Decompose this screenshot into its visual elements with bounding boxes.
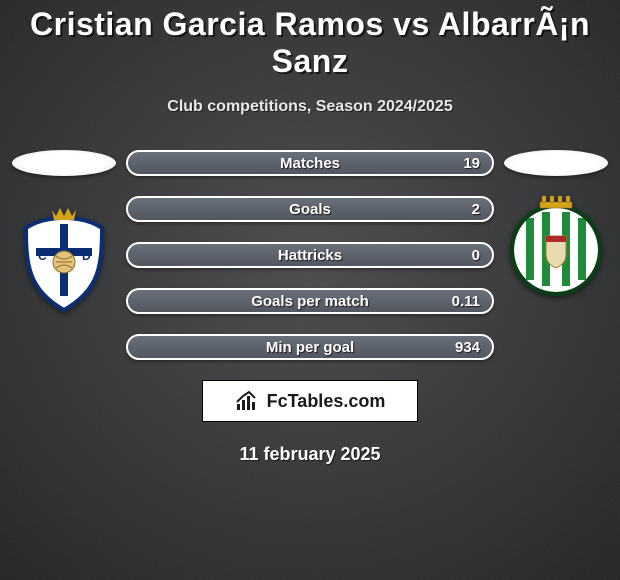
- stat-bar-matches: Matches 19: [126, 150, 494, 176]
- stat-bar-hattricks: Hattricks 0: [126, 242, 494, 268]
- stat-label: Goals per match: [251, 293, 369, 310]
- stats-column: Matches 19 Goals 2 Hattricks 0 Goals per…: [124, 150, 496, 360]
- left-column: C T D: [4, 150, 124, 314]
- left-club-crest: C T D: [14, 204, 114, 314]
- stat-value: 2: [472, 201, 480, 218]
- right-player-oval: [504, 150, 608, 176]
- right-stripe-icon: [578, 218, 586, 280]
- subtitle: Club competitions, Season 2024/2025: [0, 98, 620, 116]
- stat-label: Matches: [280, 155, 340, 172]
- page-title: Cristian Garcia Ramos vs AlbarrÃ¡n Sanz: [0, 0, 620, 80]
- right-club-crest: [506, 190, 606, 300]
- left-crown-icon: [52, 208, 76, 220]
- main-row: C T D Matches 19 Goals 2 Hattricks 0 Goa…: [0, 150, 620, 360]
- right-column: [496, 150, 616, 300]
- right-inner-shield-bar-icon: [546, 236, 566, 242]
- left-letter-t: T: [60, 229, 68, 243]
- stat-bar-goals: Goals 2: [126, 196, 494, 222]
- brand-box[interactable]: FcTables.com: [202, 380, 418, 422]
- brand-text: FcTables.com: [267, 391, 386, 412]
- left-player-oval: [12, 150, 116, 176]
- stat-value: 19: [463, 155, 480, 172]
- stat-bar-goals-per-match: Goals per match 0.11: [126, 288, 494, 314]
- left-letter-c: C: [38, 249, 47, 263]
- stat-label: Min per goal: [266, 339, 354, 356]
- date-text: 11 february 2025: [0, 444, 620, 465]
- stat-label: Hattricks: [278, 247, 342, 264]
- right-crown-icon: [540, 196, 572, 208]
- left-letter-d: D: [82, 249, 91, 263]
- stat-value: 0.11: [452, 293, 480, 310]
- stat-label: Goals: [289, 201, 331, 218]
- stat-value: 0: [472, 247, 480, 264]
- stat-value: 934: [455, 339, 480, 356]
- bar-chart-icon: [235, 390, 261, 412]
- stat-bar-min-per-goal: Min per goal 934: [126, 334, 494, 360]
- right-stripe-icon: [526, 218, 534, 280]
